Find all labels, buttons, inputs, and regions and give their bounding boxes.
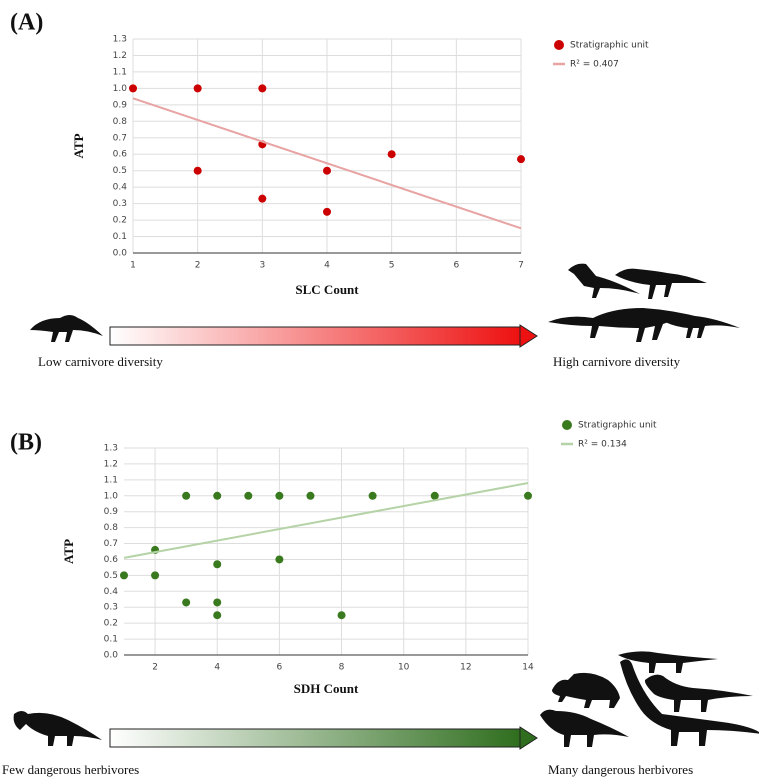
x-tick-label: 7	[518, 261, 524, 271]
y-axis-label: ATP	[71, 133, 86, 158]
y-tick-label: 1.0	[113, 84, 128, 94]
point	[213, 598, 221, 606]
point	[338, 611, 346, 619]
y-tick-label: 0.0	[104, 651, 119, 661]
y-tick-label: 1.1	[113, 67, 127, 77]
legend-label: R² = 0.407	[570, 60, 619, 70]
x-tick-label: 5	[389, 261, 395, 271]
point	[388, 150, 396, 158]
y-tick-label: 0.4	[113, 183, 128, 193]
y-tick-label: 1.3	[113, 35, 127, 45]
y-tick-label: 0.1	[104, 635, 118, 645]
y-tick-label: 0.3	[104, 603, 118, 613]
x-tick-label: 3	[259, 261, 265, 271]
y-tick-label: 0.7	[104, 539, 118, 549]
legend-label: Stratigraphic unit	[570, 41, 649, 51]
point	[275, 555, 283, 563]
arrow-body	[110, 327, 520, 345]
point	[258, 84, 266, 92]
arrow-right-label: High carnivore diversity	[553, 354, 681, 369]
point	[194, 167, 202, 175]
point	[431, 492, 439, 500]
point	[120, 571, 128, 579]
point	[213, 560, 221, 568]
y-tick-label: 0.2	[113, 216, 127, 226]
arrow-right-label: Many dangerous herbivores	[548, 762, 693, 777]
x-tick-label: 6	[453, 261, 459, 271]
x-tick-label: 8	[339, 663, 345, 673]
point	[306, 492, 314, 500]
point	[129, 84, 137, 92]
point	[323, 167, 331, 175]
x-tick-label: 4	[324, 261, 330, 271]
point	[213, 611, 221, 619]
legend-label: Stratigraphic unit	[578, 421, 657, 431]
point	[323, 208, 331, 216]
panel-label: (A)	[10, 10, 43, 36]
point	[275, 492, 283, 500]
y-tick-label: 0.8	[113, 117, 128, 127]
y-tick-label: 0.5	[104, 571, 118, 581]
y-tick-label: 0.8	[104, 523, 119, 533]
x-tick-label: 14	[522, 663, 534, 673]
x-tick-label: 12	[460, 663, 471, 673]
point	[182, 598, 190, 606]
y-tick-label: 1.2	[113, 51, 127, 61]
legend-swatch	[554, 40, 564, 50]
x-tick-label: 6	[277, 663, 283, 673]
y-tick-label: 0.2	[104, 619, 118, 629]
y-tick-label: 0.4	[104, 587, 119, 597]
point	[213, 492, 221, 500]
y-tick-label: 0.9	[113, 100, 128, 110]
y-tick-label: 1.1	[104, 475, 118, 485]
x-tick-label: 2	[152, 663, 158, 673]
arrow-head	[520, 325, 537, 347]
point	[524, 492, 532, 500]
y-tick-label: 0.0	[113, 249, 128, 259]
point	[194, 84, 202, 92]
legend-label: R² = 0.134	[578, 440, 627, 450]
point	[369, 492, 377, 500]
panel-label: (B)	[10, 430, 42, 456]
point	[258, 195, 266, 203]
x-tick-label: 10	[398, 663, 410, 673]
legend-swatch	[562, 420, 572, 430]
arrow-left-label: Few dangerous herbivores	[2, 762, 139, 777]
y-tick-label: 0.6	[113, 150, 128, 160]
x-tick-label: 4	[214, 663, 220, 673]
y-tick-label: 0.3	[113, 199, 127, 209]
arrow-left-label: Low carnivore diversity	[38, 354, 163, 369]
y-tick-label: 0.6	[104, 555, 119, 565]
point	[244, 492, 252, 500]
y-tick-label: 1.3	[104, 444, 118, 454]
figure: (A) 0.0 0.1 0.2 0.3 0.4 0.5 0.6 0.7 0.8 0.9 1.0 1.1 1…	[0, 0, 759, 779]
point	[182, 492, 190, 500]
point	[517, 155, 525, 163]
point	[151, 571, 159, 579]
y-tick-label: 0.5	[113, 166, 127, 176]
x-axis-label: SDH Count	[294, 681, 359, 696]
y-axis-label: ATP	[61, 539, 76, 564]
y-tick-label: 0.9	[104, 507, 119, 517]
arrow-head	[520, 727, 537, 749]
x-tick-label: 2	[195, 261, 201, 271]
x-axis-label: SLC Count	[295, 282, 359, 297]
x-tick-label: 1	[130, 261, 136, 271]
arrow-body	[110, 729, 520, 747]
y-tick-label: 0.1	[113, 232, 127, 242]
y-tick-label: 0.7	[113, 133, 127, 143]
y-tick-label: 1.2	[104, 459, 118, 469]
y-tick-label: 1.0	[104, 491, 119, 501]
